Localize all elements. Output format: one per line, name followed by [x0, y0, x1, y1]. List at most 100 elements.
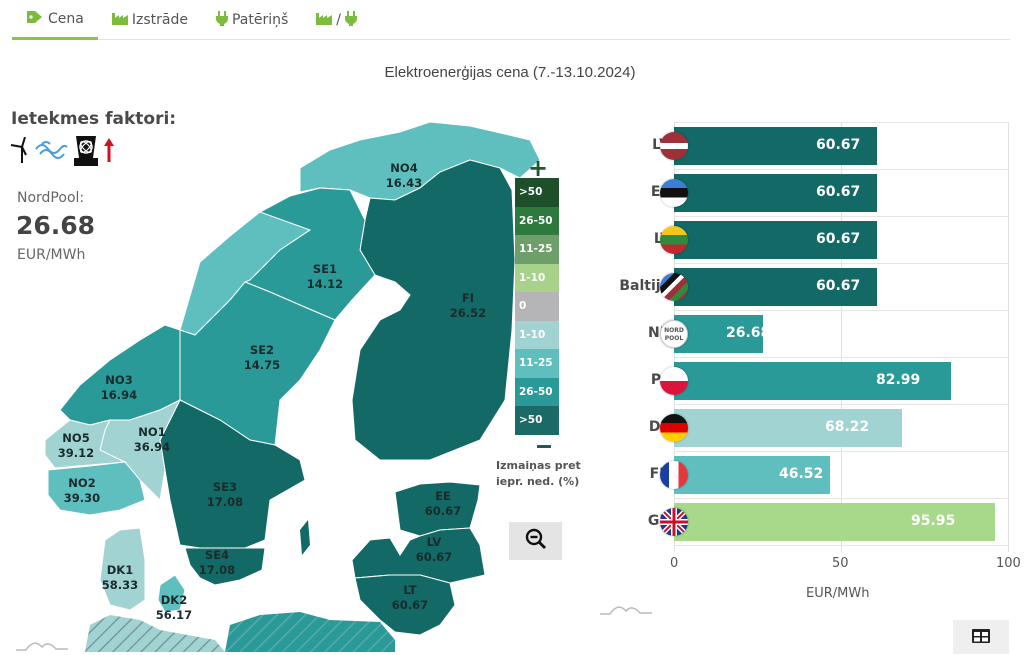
flag-lt-icon [660, 226, 688, 254]
region-no4 [299, 121, 541, 201]
gridline [841, 122, 842, 552]
bar-value: 26.68 [726, 325, 771, 341]
bar-value: 60.67 [816, 231, 861, 247]
region-se3 [159, 399, 306, 549]
nordpool-label: NordPool: [17, 190, 85, 206]
tab-bar: Cena Izstrāde Patēriņš / [12, 0, 1010, 40]
bar-row-ee[interactable]: EE 60.67 [600, 174, 1024, 212]
region-label-dk1: DK1 58.33 [101, 563, 139, 592]
tab-izstrade[interactable]: Izstrāde [98, 0, 202, 40]
bar-value: 46.52 [779, 466, 824, 482]
tag-icon [26, 10, 44, 28]
bar-value: 60.67 [816, 278, 861, 294]
tab-label: Cena [48, 10, 84, 27]
bar[interactable] [674, 503, 995, 541]
x-axis-title: EUR/MWh [806, 586, 870, 601]
region-lt [354, 574, 456, 636]
tab-separator: / [336, 12, 341, 28]
plus-icon: + [528, 154, 549, 182]
gridline [674, 216, 1008, 217]
tab-paterins[interactable]: Patēriņš [202, 0, 302, 40]
plug-icon [344, 10, 357, 30]
region-de [85, 615, 225, 652]
bar[interactable] [674, 127, 877, 165]
gridline [674, 357, 1008, 358]
bar-row-pl[interactable]: PL 82.99 [600, 362, 1024, 400]
flag-ee-icon [660, 179, 688, 207]
region-label-lt: LT 60.67 [391, 583, 429, 612]
bar[interactable] [674, 174, 877, 212]
wind-waves-icon [34, 139, 68, 165]
gridline [674, 122, 1008, 123]
region-label-no4: NO4 16.43 [385, 161, 423, 190]
bar-value: 60.67 [816, 184, 861, 200]
legend-cell: >50 [515, 406, 559, 435]
zoom-out-button[interactable] [509, 522, 562, 560]
price-bar-chart: LV 60.67 EE 60.67 LT 60.67 Baltija 60.67… [600, 118, 1024, 618]
wind-turbine-icon [10, 136, 30, 167]
gridline [674, 498, 1008, 499]
legend-cell: 11-25 [515, 349, 559, 378]
region-label-ee: EE 60.67 [424, 489, 462, 518]
bar-label: Baltija [619, 278, 670, 294]
bar[interactable] [674, 409, 902, 447]
bar[interactable] [674, 221, 877, 259]
bar-row-baltija[interactable]: Baltija 60.67 [600, 268, 1024, 306]
bar[interactable] [674, 315, 763, 353]
tab-cena[interactable]: Cena [12, 0, 98, 40]
region-label-se4: SE4 17.08 [198, 548, 236, 577]
bar-value: 60.67 [816, 137, 861, 153]
region-no5 [44, 419, 127, 469]
bar-value: 82.99 [876, 372, 921, 388]
flag-pl-icon [660, 367, 688, 395]
gridline [674, 310, 1008, 311]
legend-cell: 1-10 [515, 263, 559, 292]
legend-caption: Izmaiņas pret iepr. ned. (%) [496, 459, 581, 488]
flag-lv-icon [660, 132, 688, 160]
region-no2 [47, 461, 146, 516]
factory-icon [111, 12, 128, 29]
bar-row-lt[interactable]: LT 60.67 [600, 221, 1024, 259]
region-fi [351, 159, 516, 461]
tab-izstrade-paterins[interactable]: / [302, 0, 371, 40]
tab-label: Izstrāde [131, 12, 188, 28]
legend-cell: 1-10 [515, 320, 559, 349]
x-tick: 100 [996, 556, 1021, 571]
region-label-no5: NO5 39.12 [57, 431, 95, 460]
flag-fr-icon [660, 461, 688, 489]
minus-icon [537, 444, 551, 448]
region-label-dk2: DK2 56.17 [155, 593, 193, 622]
bar[interactable] [674, 362, 951, 400]
bar-row-lv[interactable]: LV 60.67 [600, 127, 1024, 165]
plug-icon [215, 10, 228, 30]
flag-baltic-icon [660, 273, 688, 301]
bar-value: 95.95 [911, 513, 956, 529]
gridline [674, 545, 1008, 546]
bar-row-np[interactable]: NP NORD POOL 26.68 [600, 315, 1024, 353]
nordic-price-map [44, 121, 541, 652]
bar-row-gb[interactable]: GB 95.95 [600, 503, 1024, 541]
table-view-button[interactable] [953, 620, 1009, 654]
flag-de-icon [660, 414, 688, 442]
tab-label: Patēriņš [231, 12, 289, 28]
bar-row-de[interactable]: DE 68.22 [600, 409, 1024, 447]
bar[interactable] [674, 456, 830, 494]
flag-gb-icon [660, 508, 688, 536]
region-ee [394, 481, 481, 537]
arrow-up-icon [104, 138, 114, 166]
change-legend: + >50 26-50 11-25 1-10 0 1-10 11-25 26-5… [515, 154, 559, 448]
factor-icons [10, 134, 114, 170]
page-title: Elektroenerģijas cena (7.-13.10.2024) [384, 64, 636, 81]
factors-title: Ietekmes faktori: [11, 109, 177, 129]
x-tick: 50 [832, 556, 849, 571]
region-pl [225, 612, 395, 652]
bar-row-fr[interactable]: FR 46.52 [600, 456, 1024, 494]
bar[interactable] [674, 268, 877, 306]
region-dk1 [99, 527, 146, 611]
table-icon [972, 628, 990, 647]
region-label-se1: SE1 14.12 [306, 262, 344, 291]
region-label-no2: NO2 39.30 [63, 476, 101, 505]
legend-cell: 26-50 [515, 206, 559, 235]
bar-value: 68.22 [825, 419, 870, 435]
gridline [674, 404, 1008, 405]
